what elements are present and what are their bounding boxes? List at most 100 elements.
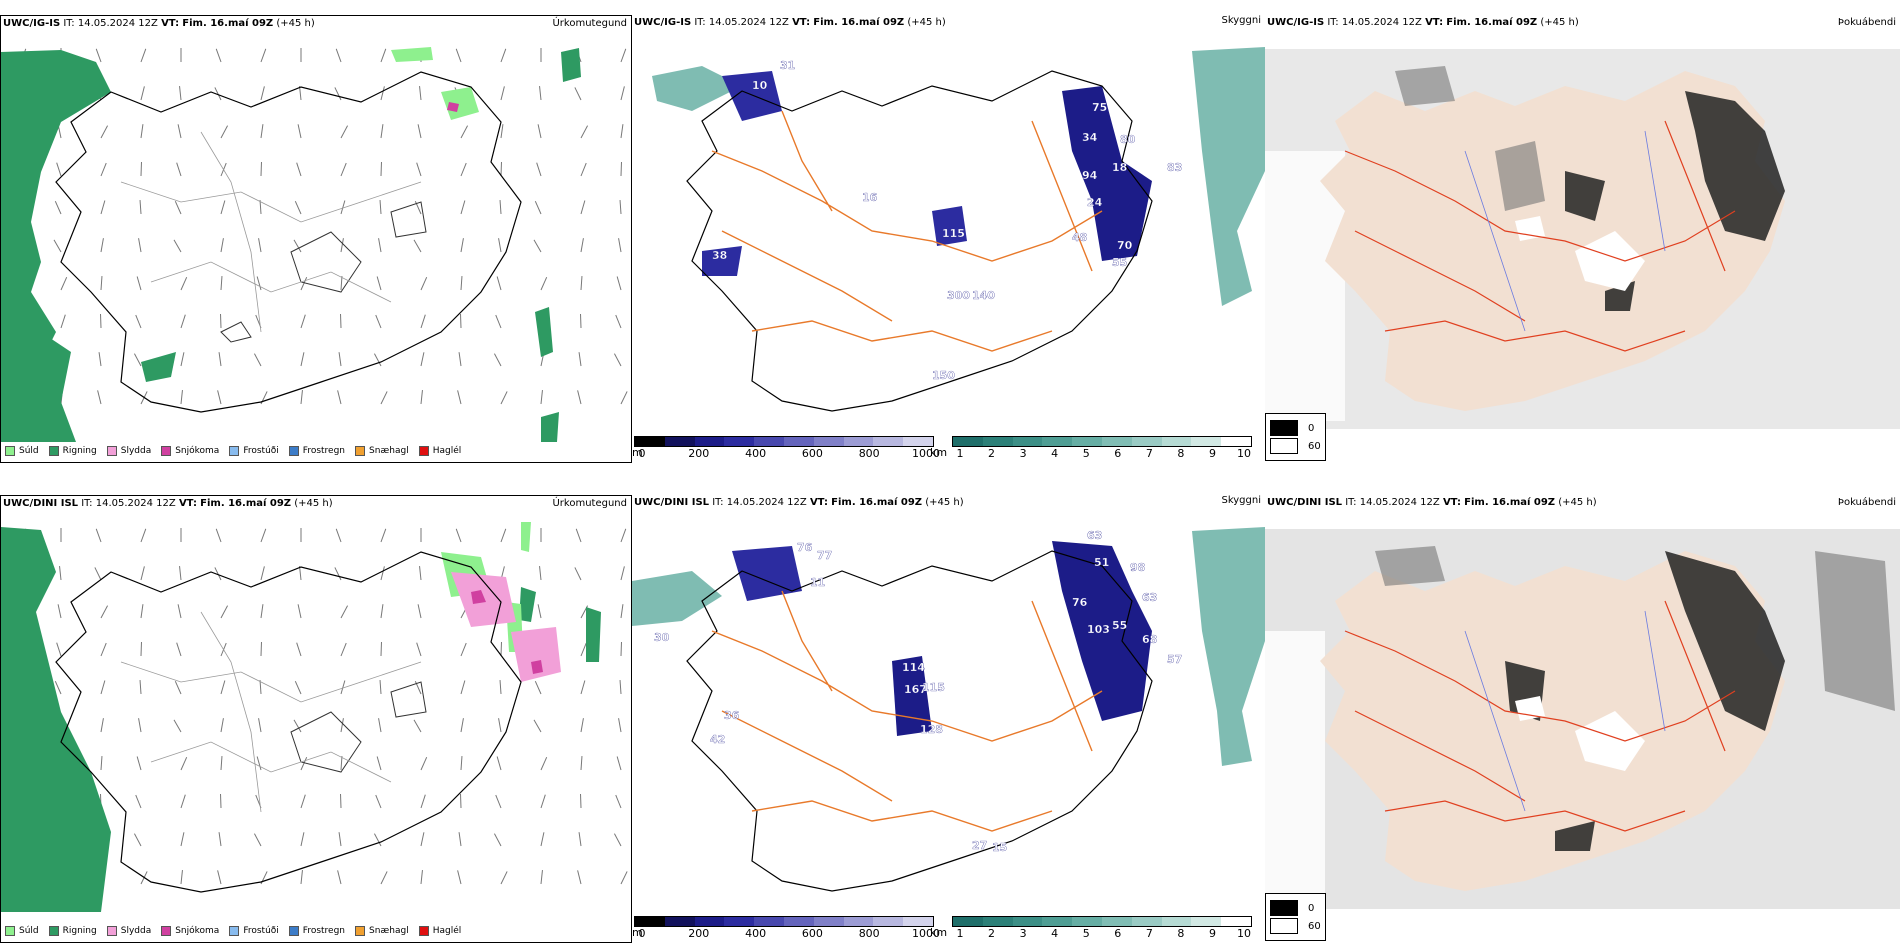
tick-label: 6 — [1114, 447, 1122, 460]
wind-barb — [173, 239, 182, 253]
wind-barb — [500, 124, 504, 139]
wind-barb — [177, 124, 182, 139]
colorbar-cell — [843, 917, 874, 926]
ceiling-label: 63 — [1087, 529, 1102, 542]
wind-barb — [293, 239, 302, 253]
wind-barb — [97, 390, 102, 405]
wind-barb — [580, 718, 584, 733]
panel-title: Úrkomutegund — [552, 498, 627, 509]
wind-barb — [416, 162, 422, 177]
wind-barb — [493, 833, 502, 847]
fog-dark-areas — [1565, 91, 1785, 311]
wind-barb — [135, 794, 142, 809]
tick-label: 8 — [1177, 447, 1185, 460]
wind-barb — [135, 314, 142, 329]
wind-barb — [577, 390, 582, 405]
wind-barb — [174, 681, 182, 695]
precip-panel-row2: UWC/DINI ISL IT: 14.05.2024 12Z VT: Fim.… — [0, 495, 632, 943]
ceiling-label: 11 — [810, 576, 825, 589]
wind-barb — [334, 87, 342, 101]
wind-barb — [580, 755, 583, 771]
tick-label: 200 — [688, 447, 710, 460]
colorbar-cell — [664, 917, 695, 926]
wind-barb — [580, 162, 587, 177]
wind-barb — [56, 642, 62, 657]
wind-barb — [335, 528, 342, 543]
wind-barb — [256, 756, 262, 771]
wind-barb — [300, 757, 308, 771]
ceiling-label: 42 — [710, 733, 725, 746]
wind-barb — [574, 567, 582, 581]
iceland-outline-row2 — [55, 551, 522, 893]
wind-barb — [334, 567, 342, 581]
panel-header: UWC/IG-IS IT: 14.05.2024 12Z VT: Fim. 16… — [1267, 17, 1579, 28]
wind-barb — [180, 794, 186, 809]
glaciers-white — [1515, 696, 1645, 771]
colorbar-cell — [754, 437, 784, 446]
land — [1320, 551, 1785, 891]
wind-barb — [100, 642, 107, 657]
wind-barb — [180, 390, 183, 405]
legend-item: Frostregn — [288, 926, 345, 936]
colorbar-cell — [982, 917, 1013, 926]
legend-item: Frostúði — [229, 926, 279, 936]
tick-label: 7 — [1145, 447, 1153, 460]
wind-barb — [615, 794, 622, 809]
snow-ne — [447, 102, 459, 112]
wind-barb — [460, 680, 466, 695]
wind-barb — [498, 238, 502, 253]
colorbar-cell — [813, 437, 844, 446]
wind-barb — [420, 277, 428, 291]
legend-swatch — [106, 926, 117, 936]
wind-barb — [499, 199, 502, 215]
ceiling-label: 51 — [1094, 556, 1109, 569]
wind-barb — [539, 566, 542, 581]
legend-item: Rigning — [48, 446, 97, 456]
wind-barb — [620, 391, 628, 405]
wind-barb — [420, 870, 423, 885]
wind-barb — [500, 86, 505, 101]
wind-barb — [537, 604, 542, 619]
fog-grey-areas — [1395, 66, 1545, 211]
legend-item: Haglél — [418, 446, 461, 456]
wind-barb — [376, 756, 382, 771]
ceiling-label: 98 — [1130, 561, 1145, 574]
wind-barb — [455, 528, 462, 543]
ceiling-label: 18 — [1112, 161, 1127, 174]
wind-barb — [57, 604, 62, 619]
valid-time: Fim. 16.maí 09Z — [182, 18, 274, 29]
fog-map — [1265, 529, 1900, 909]
wind-barb — [100, 125, 109, 139]
wind-barb — [613, 353, 622, 367]
wind-barb — [100, 238, 104, 253]
colorbar-cell — [1131, 437, 1162, 446]
wind-barb — [493, 353, 502, 367]
fog-legend-row: 60 — [1270, 918, 1321, 934]
wind-barb — [619, 679, 622, 695]
wind-barb — [460, 238, 464, 253]
fog-legend-row: 60 — [1270, 438, 1321, 454]
legend-item: Snæhagl — [355, 446, 409, 456]
wind-barb — [496, 756, 502, 771]
ceiling-label: 34 — [1082, 131, 1098, 144]
colorbar-cell — [694, 917, 725, 926]
panel-title: Skyggni — [1221, 15, 1261, 26]
ceiling-label: 68 — [1142, 633, 1157, 646]
wind-barb — [180, 352, 185, 367]
init-time: 14.05.2024 12Z — [95, 498, 176, 509]
wind-barb — [616, 756, 622, 771]
legend-item: Frostregn — [288, 446, 345, 456]
wind-barb — [136, 756, 142, 771]
colorbar-cell — [1012, 437, 1043, 446]
ceiling-label: 70 — [1117, 239, 1133, 252]
ceiling-label: 27 — [972, 839, 987, 852]
wind-barb — [616, 276, 622, 291]
wind-barb — [60, 277, 68, 291]
legend-item: Snjókoma — [161, 926, 219, 936]
tick-label: 6 — [1114, 927, 1122, 940]
visibility-colorbar-box — [952, 436, 1252, 447]
colorbar-cell — [953, 917, 983, 926]
colorbar-cell — [783, 917, 814, 926]
wind-barb — [460, 718, 464, 733]
wind-barb — [380, 871, 388, 885]
